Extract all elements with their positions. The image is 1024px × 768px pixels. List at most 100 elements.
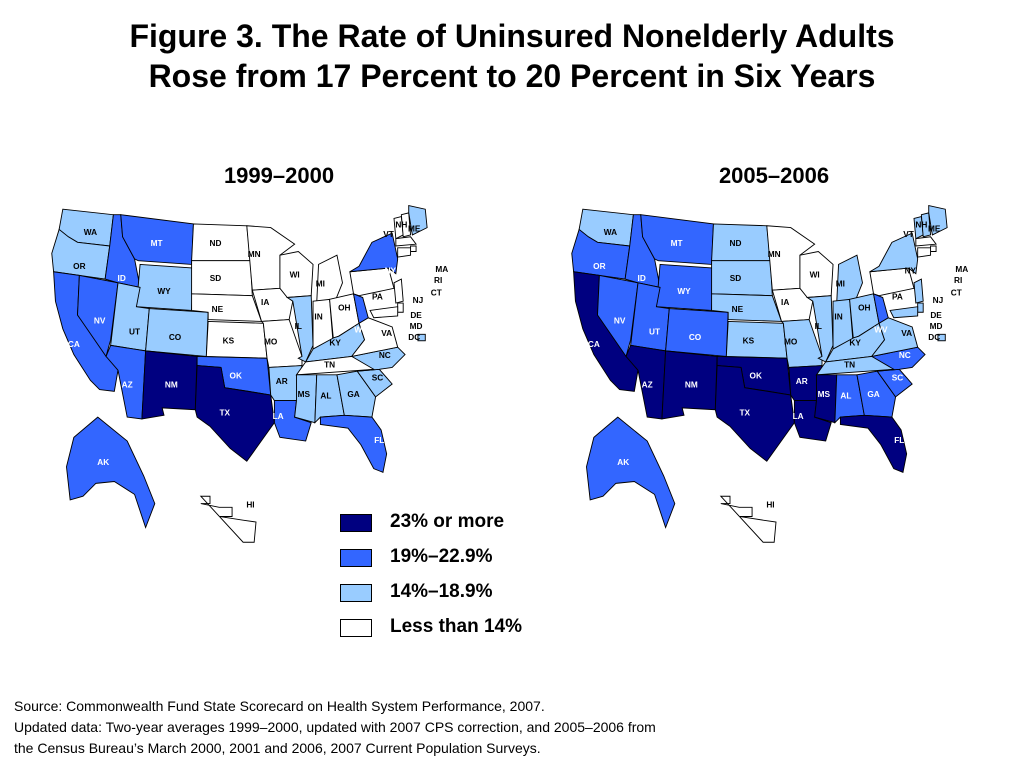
state-ia [251,287,294,322]
state-wv [872,293,889,325]
state-label-in: IN [314,313,322,322]
state-label-ma: MA [435,265,448,274]
state-nj [393,278,404,304]
state-ks [725,320,788,359]
state-label-al: AL [320,392,331,401]
state-nv [77,274,119,358]
state-fl [319,414,388,473]
state-tx [194,365,275,462]
us-map-1999-2000: WA OR CA NV ID MT WY UT CO AZ NM TX OK KS NE SD ND MN IA MO… [51,204,448,543]
state-label-ky: KY [329,338,341,347]
state-label-va: VA [901,329,912,338]
state-label-tx: TX [739,408,750,417]
state-nh [920,212,932,238]
legend-label-23-or-more: 23% or more [390,511,505,532]
state-label-nh: NH [915,221,927,230]
legend-swatch-19-22 [340,549,372,567]
state-ak [586,416,676,529]
legend-item-less-than-14: Less than 14% [336,615,596,650]
state-label-ct: CT [951,289,962,298]
us-map-2005-2006: WA OR CA NV ID MT WY UT CO AZ NM TX OK KS NE SD ND MN IA MO… [571,204,968,543]
map-title-2005-2006: 2005–2006 [718,163,830,188]
state-label-oh: OH [858,303,870,312]
state-label-ne: NE [212,305,224,314]
figure-title: Figure 3. The Rate of Uninsured Nonelder… [0,16,1024,96]
state-label-nd: ND [210,239,222,248]
state-label-mt: MT [671,239,683,248]
state-label-nd: ND [730,239,742,248]
state-label-ne: NE [732,305,744,314]
state-label-wi: WI [810,270,820,279]
state-label-wv: WV [354,325,368,334]
state-label-me: ME [408,224,421,233]
state-label-mi: MI [836,279,845,288]
state-label-nc: NC [379,351,391,360]
state-label-ar: AR [796,377,808,386]
legend-item-19-22: 19%–22.9% [336,545,596,580]
state-label-ct: CT [431,289,442,298]
state-label-de: DE [930,311,942,320]
state-label-il: IL [815,322,822,331]
state-label-nv: NV [94,316,106,325]
state-label-tn: TN [324,360,335,369]
state-me [928,204,948,236]
state-label-in: IN [834,313,842,322]
state-label-oh: OH [338,303,350,312]
state-label-ri: RI [434,276,442,285]
state-label-co: CO [169,333,182,342]
state-label-ky: KY [849,338,861,347]
state-ne [191,293,263,322]
state-dc [937,333,946,342]
state-label-la: LA [793,412,804,421]
legend-swatch-less-than-14 [340,619,372,637]
state-label-vt: VT [383,230,394,239]
state-wv [352,293,369,325]
state-label-ca: CA [588,340,600,349]
state-ga [336,370,377,418]
state-ma [915,236,937,247]
state-label-tn: TN [844,360,855,369]
state-nc [870,346,926,372]
legend-label-19-22: 19%–22.9% [390,546,493,567]
state-label-ri: RI [954,276,962,285]
state-label-ny: NY [385,267,397,276]
state-md [889,306,919,319]
state-label-al: AL [840,392,851,401]
legend-label-less-than-14: Less than 14% [390,616,522,637]
state-il [805,295,834,363]
state-label-wv: WV [874,325,888,334]
state-nj [913,278,924,304]
state-fl [839,414,908,473]
state-label-or: OR [73,262,85,271]
state-md [369,306,399,319]
state-label-hi: HI [766,500,774,509]
state-mi [836,254,863,304]
source-note: Source: Commonwealth Fund State Scorecar… [14,696,656,759]
legend-swatch-14-18 [340,584,372,602]
state-label-ia: IA [781,298,789,307]
state-label-co: CO [689,333,702,342]
state-label-mn: MN [768,250,781,259]
state-ny [349,232,399,275]
state-label-id: ID [638,274,646,283]
state-nh [400,212,412,238]
state-label-or: OR [593,262,605,271]
state-ms [294,374,318,424]
state-label-ak: AK [617,458,629,467]
state-label-sc: SC [372,373,384,382]
state-label-vt: VT [903,230,914,239]
state-label-ms: MS [298,390,311,399]
state-il [285,295,314,363]
source-line-2: Updated data: Two-year averages 1999–200… [14,719,656,735]
state-ct [397,247,412,258]
state-tx [714,365,795,462]
state-hi [199,495,257,543]
state-label-il: IL [295,322,302,331]
state-sd [191,260,253,297]
state-ny [869,232,919,275]
figure-title-line1: Figure 3. The Rate of Uninsured Nonelder… [129,18,895,54]
state-label-sc: SC [892,373,904,382]
state-label-ma: MA [955,265,968,274]
state-label-fl: FL [374,436,384,445]
state-label-nc: NC [899,351,911,360]
